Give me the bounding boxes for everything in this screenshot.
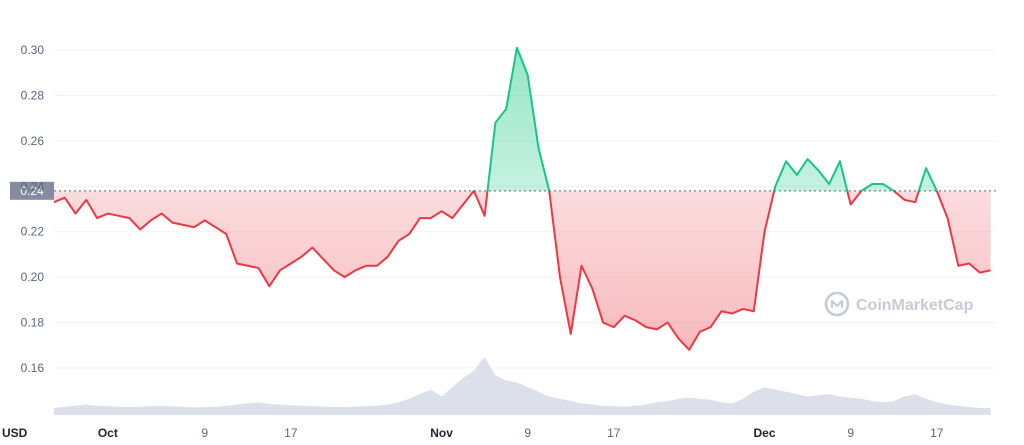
y-tick-label: 0.18 — [21, 316, 45, 330]
reference-label: 0.24 — [20, 184, 44, 198]
x-tick-label: Oct — [98, 426, 118, 440]
area-below-reference — [54, 190, 991, 350]
reference-line: 0.24 — [10, 181, 996, 200]
x-tick-label: 9 — [524, 426, 531, 440]
x-tick-label: Dec — [754, 426, 776, 440]
x-tick-label: Nov — [430, 426, 453, 440]
watermark-text: CoinMarketCap — [856, 297, 974, 314]
volume-bars — [54, 357, 991, 415]
x-tick-label: 17 — [930, 426, 944, 440]
area-above-reference — [487, 47, 937, 191]
x-tick-label: 9 — [847, 426, 854, 440]
y-tick-label: 0.26 — [21, 134, 45, 148]
y-tick-label: 0.16 — [21, 361, 45, 375]
x-tick-label: 9 — [201, 426, 208, 440]
reference-label-box — [10, 181, 54, 200]
y-tick-label: 0.22 — [21, 225, 45, 239]
volume-area — [54, 357, 991, 415]
y-tick-label: 0.24 — [21, 179, 45, 193]
y-tick-label: 0.28 — [21, 88, 45, 102]
price-line-down — [53, 190, 991, 351]
x-tick-label: 17 — [284, 426, 298, 440]
price-line-up — [472, 46, 938, 191]
watermark: CoinMarketCap — [824, 291, 974, 317]
coinmarketcap-logo-icon — [824, 291, 850, 317]
x-tick-label: 17 — [607, 426, 621, 440]
y-axis: 0.16 0.18 0.20 0.22 0.24 0.26 0.28 0.30 — [21, 43, 45, 375]
price-area — [54, 47, 991, 350]
x-axis: Oct 9 17 Nov 9 17 Dec 9 17 — [98, 426, 944, 440]
currency-label: USD — [2, 426, 28, 440]
y-tick-label: 0.30 — [21, 43, 45, 57]
y-tick-label: 0.20 — [21, 270, 45, 284]
price-line — [53, 46, 991, 351]
